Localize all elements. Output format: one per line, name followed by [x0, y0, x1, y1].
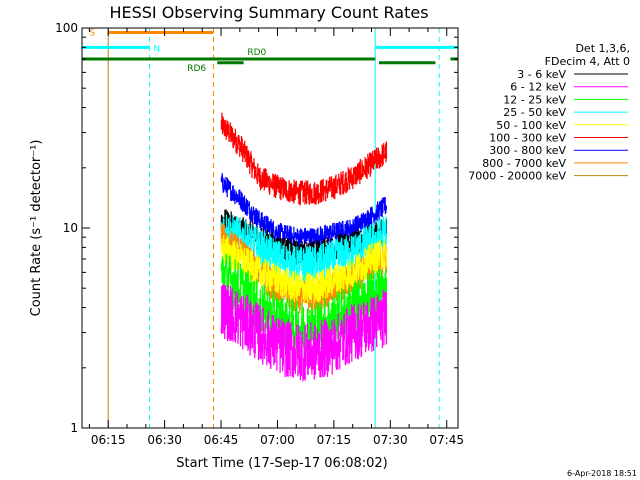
timestamp: 6-Apr-2018 18:51 — [567, 469, 637, 478]
x-tick-label: 06:30 — [147, 433, 182, 447]
flag-label-1: N — [153, 44, 160, 54]
chart-title: HESSI Observing Summary Count Rates — [109, 3, 428, 22]
flag-label-3: RD6 — [187, 64, 206, 74]
y-tick-label: 1 — [70, 421, 78, 435]
series-3 — [220, 214, 388, 286]
x-tick-label: 07:30 — [373, 433, 408, 447]
legend-label: 300 - 800 keV — [489, 144, 566, 157]
series-5 — [220, 235, 388, 304]
legend-label: 12 - 25 keV — [503, 93, 566, 106]
series-1 — [220, 173, 388, 248]
series-7 — [220, 284, 388, 382]
legend-header: Det 1,3,6, — [575, 42, 630, 55]
x-tick-label: 07:45 — [429, 433, 464, 447]
y-tick-label: 100 — [55, 21, 78, 35]
x-tick-label: 06:15 — [91, 433, 126, 447]
x-tick-label: 07:15 — [317, 433, 352, 447]
legend-label: 100 - 300 keV — [489, 132, 566, 145]
legend-label: 6 - 12 keV — [510, 81, 566, 94]
series-6 — [220, 254, 388, 354]
legend-label: 7000 - 20000 keV — [468, 170, 566, 183]
flag-bars: S N RD0 RD6 — [82, 28, 458, 74]
x-tick-label: 07:00 — [260, 433, 295, 447]
x-tick-label: 06:45 — [204, 433, 239, 447]
y-axis-label: Count Rate (s⁻¹ detector⁻¹) — [29, 140, 44, 317]
legend-label: 25 - 50 keV — [503, 106, 566, 119]
y-tick-label: 10 — [63, 221, 78, 235]
flag-label-0: S — [89, 28, 95, 38]
x-axis-label: Start Time (17-Sep-17 06:08:02) — [176, 456, 387, 471]
legend-header: FDecim 4, Att 0 — [545, 55, 630, 68]
legend-label: 50 - 100 keV — [496, 119, 566, 132]
legend-label: 800 - 7000 keV — [482, 157, 566, 170]
plot-area — [107, 28, 440, 428]
legend-label: 3 - 6 keV — [517, 68, 566, 81]
axes: 1 10 100 06:15 06:30 06:45 07:00 07:15 07:30 07:4… — [55, 21, 464, 447]
series-0 — [220, 112, 388, 206]
flag-label-2: RD0 — [247, 48, 266, 58]
